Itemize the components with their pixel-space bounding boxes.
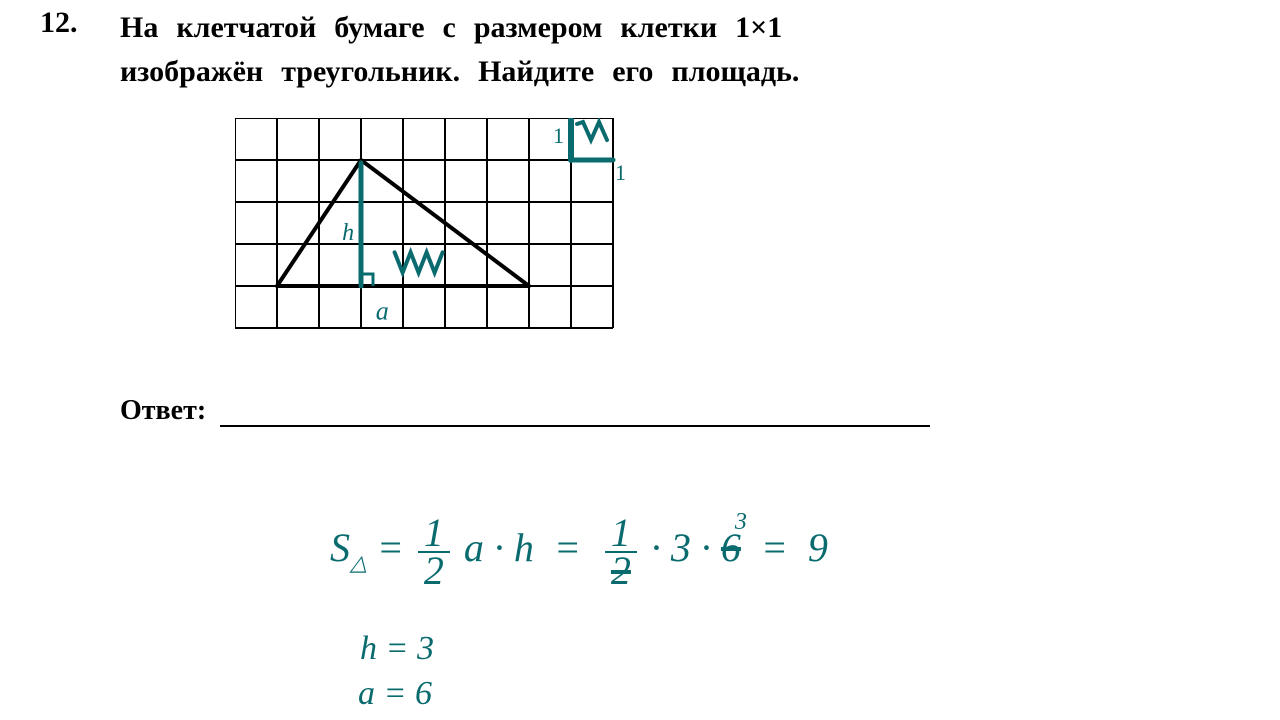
answer-label: Ответ: <box>120 395 206 427</box>
problem-text-line2: изображён треугольник. Найдите его площа… <box>120 55 799 88</box>
unit-label-vert: 1 <box>553 123 564 148</box>
handwritten-h-value: h = 3 <box>360 630 434 668</box>
unit-label-horiz: 1 <box>615 160 626 185</box>
grid-svg: h a 1 1 <box>235 118 673 363</box>
label-h: h <box>342 220 354 246</box>
label-a: a <box>376 297 389 326</box>
answer-line <box>220 425 930 427</box>
grid-figure: h a 1 1 <box>235 118 673 368</box>
page: 12. На клетчатой бумаге с размером клетк… <box>0 0 1280 720</box>
problem-number: 12. <box>40 6 78 40</box>
problem-text: На клетчатой бумаге с размером клетки 1×… <box>120 6 799 93</box>
problem-text-line1: На клетчатой бумаге с размером клетки 1×… <box>120 11 782 44</box>
scribble-mark <box>395 252 443 272</box>
handwritten-formula: S△ = 12 a · h = 12 · 3 · 63 = 9 <box>330 515 828 589</box>
handwritten-a-value: a = 6 <box>358 675 432 713</box>
